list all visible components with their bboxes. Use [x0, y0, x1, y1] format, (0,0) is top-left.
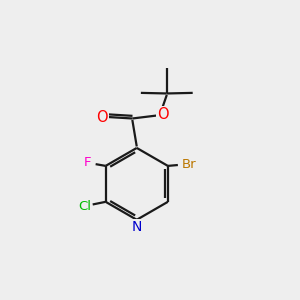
- Text: O: O: [97, 110, 108, 124]
- Text: N: N: [132, 220, 142, 234]
- Text: O: O: [157, 107, 169, 122]
- Text: Cl: Cl: [78, 200, 91, 213]
- Text: F: F: [84, 157, 91, 169]
- Text: Br: Br: [182, 158, 196, 171]
